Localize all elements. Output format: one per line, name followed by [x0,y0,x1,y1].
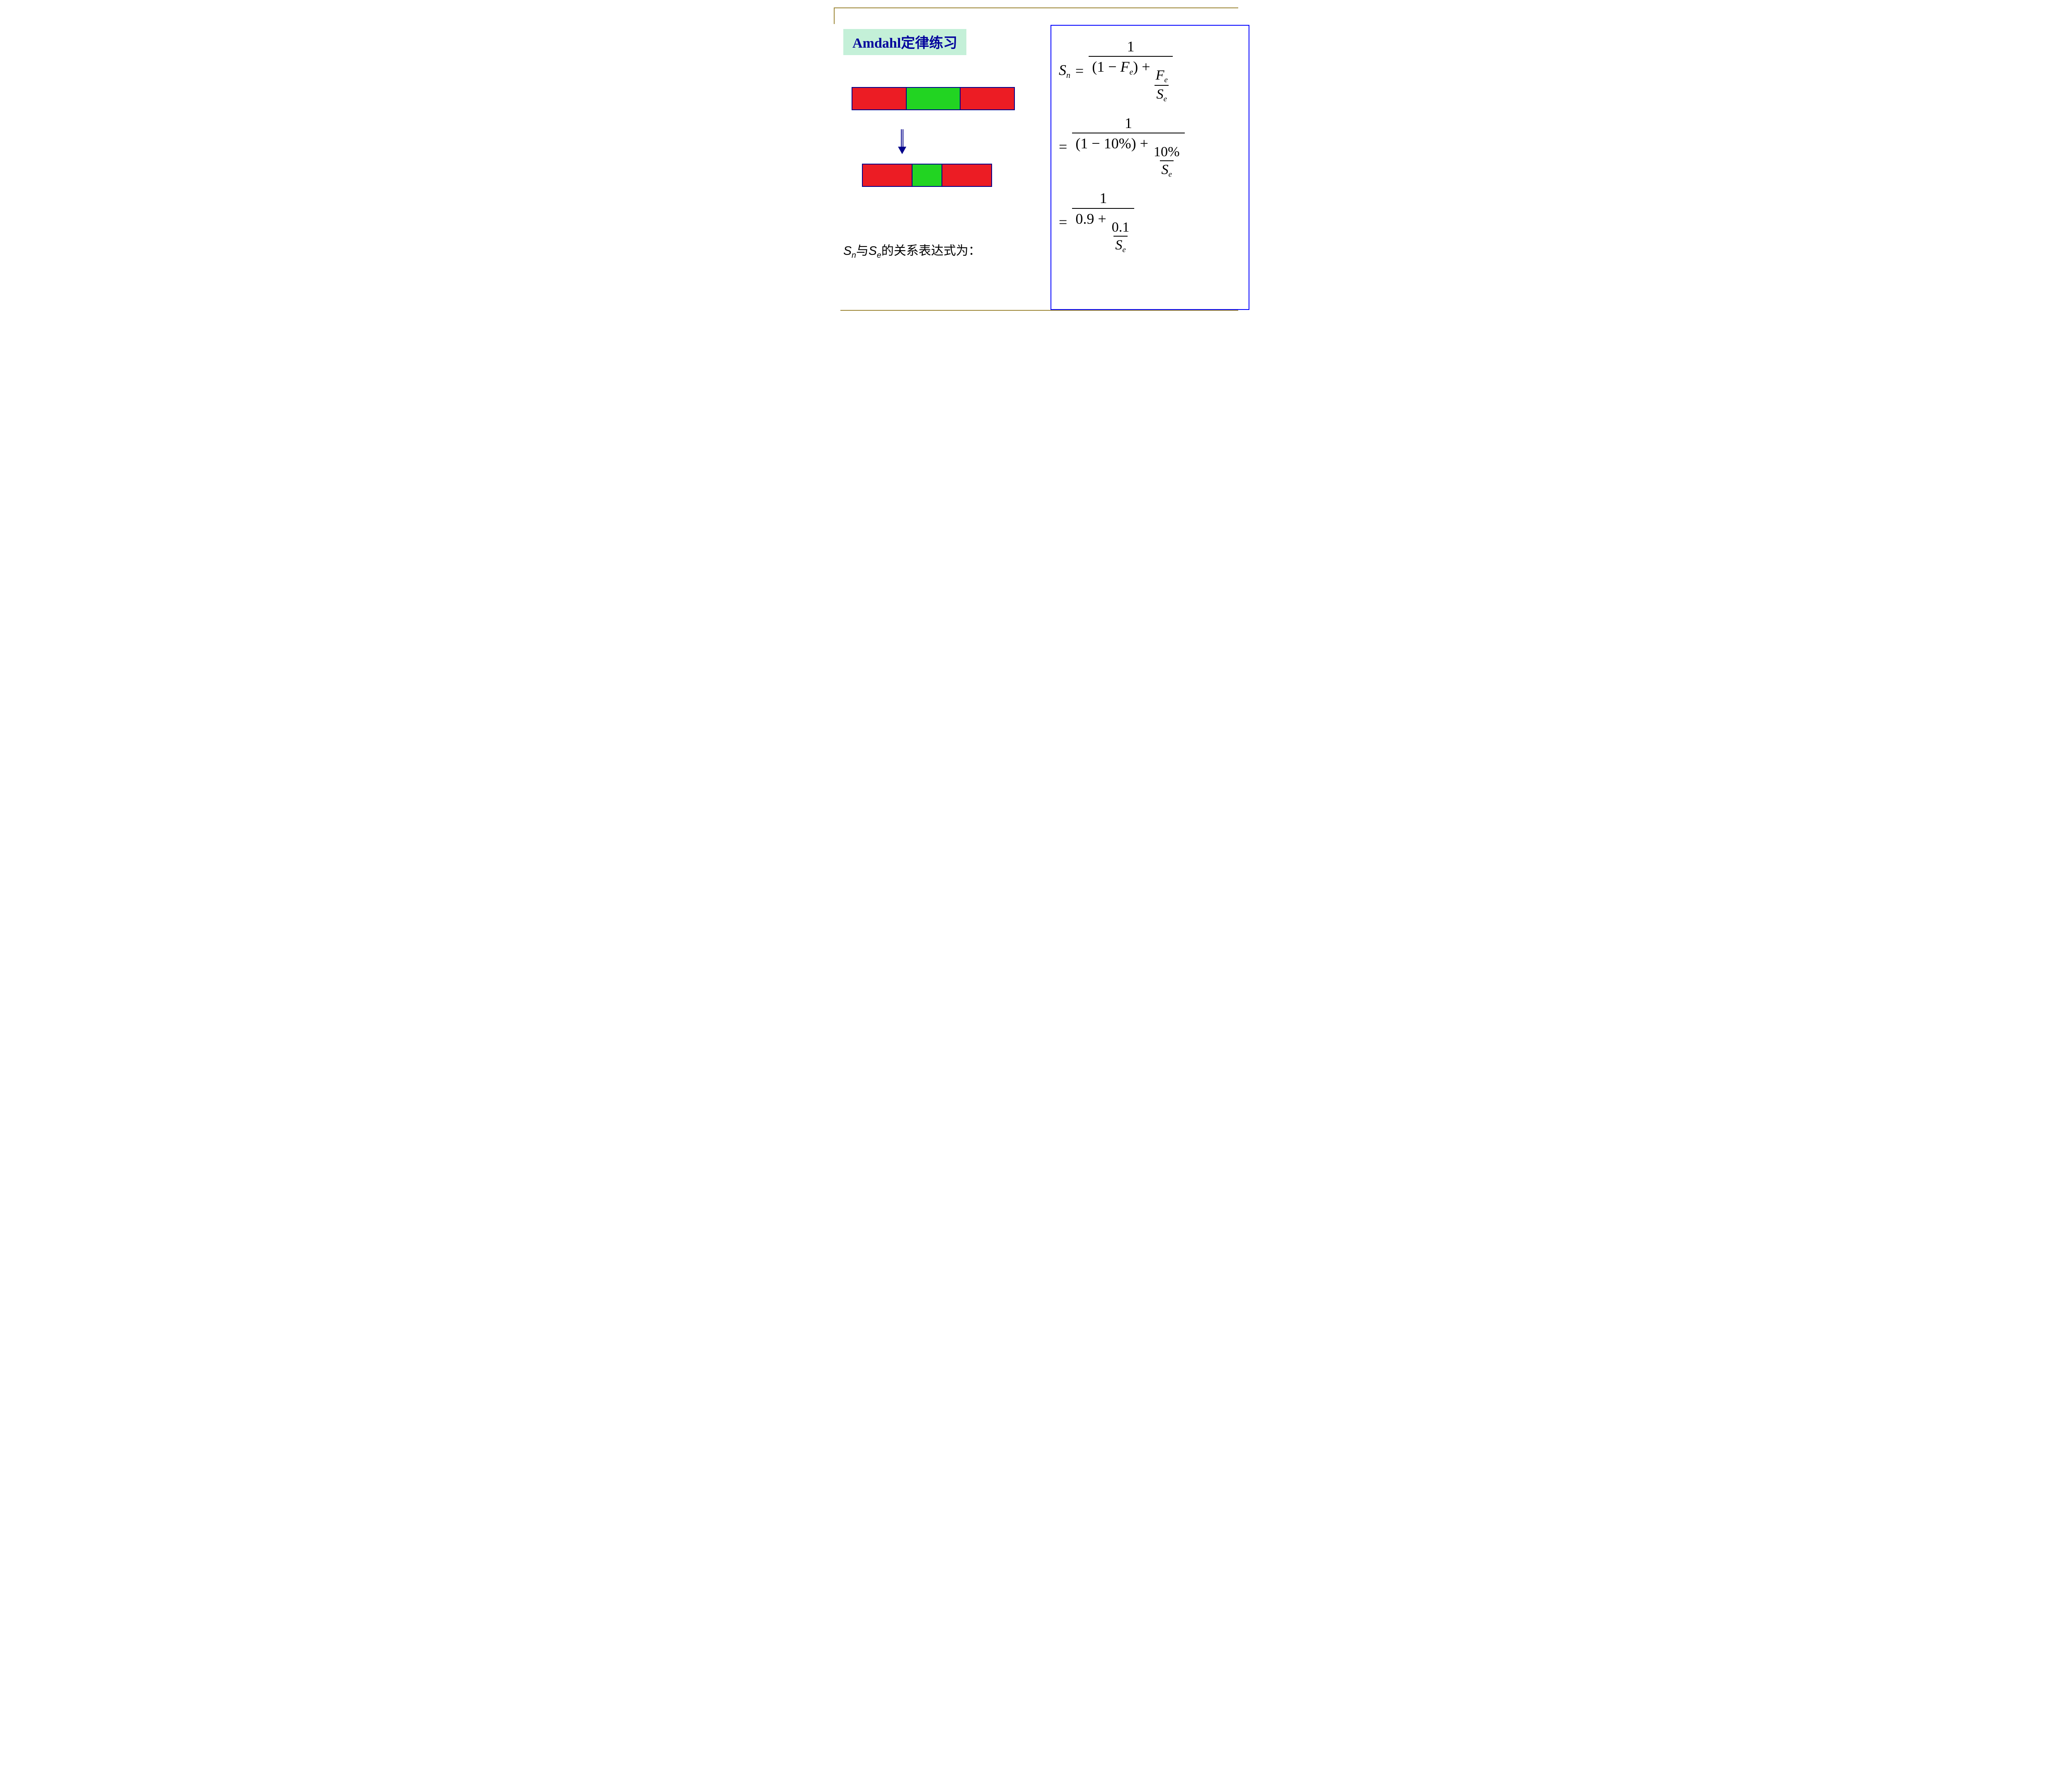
equation-line-1: Sn = 1 (1 − Fe) + FeSe [1059,38,1241,104]
bar-seg [852,88,906,109]
equation-line-2: = 1 (1 − 10%) + 10%Se [1059,115,1241,179]
bar-diagram-before [852,87,1015,110]
decor-bottom-rule [840,310,1238,311]
bar-seg [912,164,941,186]
relation-text: Sn与Se的关系表达式为： [843,240,981,260]
decor-corner [834,7,888,24]
bar-seg [863,164,912,186]
formula-panel: Sn = 1 (1 − Fe) + FeSe = 1 (1 − 10%) + 1… [1051,25,1249,310]
bar-seg [942,164,991,186]
slide: Amdahl定律练习 Sn与Se的关系表达式为： Sn = 1 (1 − Fe)… [821,0,1251,323]
decor-top-rule [887,7,1238,8]
bar-seg [960,88,1014,109]
down-arrow-icon [897,128,907,156]
bar-seg [906,88,960,109]
equation-line-3: = 1 0.9 + 0.1Se [1059,190,1241,254]
bar-diagram-after [862,164,992,187]
slide-title: Amdahl定律练习 [843,29,966,55]
